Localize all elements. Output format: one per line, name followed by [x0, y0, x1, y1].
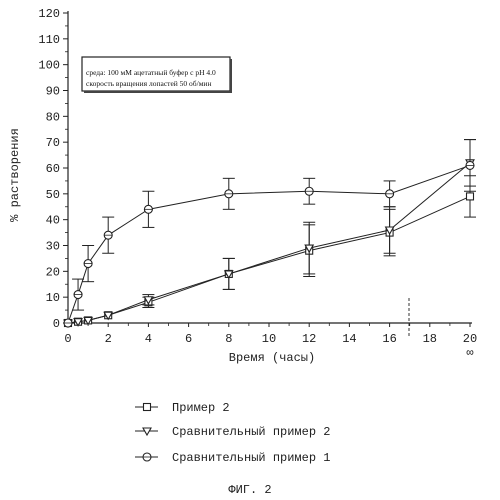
y-tick-label: 80 — [46, 110, 60, 124]
series-line — [68, 165, 470, 323]
x-tick-label: 8 — [225, 332, 232, 346]
y-tick-label: 50 — [46, 188, 60, 202]
y-tick-label: 60 — [46, 162, 60, 176]
legend-item-2: Сравнительный пример 2 — [135, 425, 330, 439]
x-axis-label: Время (часы) — [229, 351, 315, 365]
x-infinity-label: ∞ — [466, 346, 473, 360]
y-tick-label: 0 — [53, 317, 60, 331]
y-tick-label: 70 — [46, 136, 60, 150]
legend-label: Сравнительный пример 2 — [172, 425, 330, 439]
series-2 — [64, 140, 476, 327]
x-tick-label: 0 — [64, 332, 71, 346]
legend-marker — [144, 404, 151, 411]
y-tick-label: 10 — [46, 291, 60, 305]
y-axis-label: % растворения — [8, 128, 22, 222]
x-tick-label: 4 — [145, 332, 152, 346]
annotation-line-2: скорость вращения лопастей 50 об/мин — [86, 79, 211, 88]
y-tick-label: 100 — [38, 59, 60, 73]
series-3 — [64, 140, 476, 327]
series-layer — [64, 140, 476, 327]
legend-item-1: Пример 2 — [135, 401, 230, 415]
x-tick-label: 10 — [262, 332, 276, 346]
y-tick-label: 30 — [46, 240, 60, 254]
annotation-box: среда: 100 мМ ацетатный буфер с pH 4.0 с… — [82, 57, 232, 93]
x-tick-label: 14 — [342, 332, 356, 346]
y-tick-label: 90 — [46, 85, 60, 99]
legend-item-3: Сравнительный пример 1 — [135, 451, 330, 465]
x-tick-label: 16 — [382, 332, 396, 346]
data-point — [467, 193, 474, 200]
y-axis: 0 10 20 30 40 50 60 70 80 90 100 110 120 — [38, 7, 68, 331]
figure-caption: ФИГ. 2 — [228, 483, 271, 497]
series-line — [68, 196, 470, 323]
legend: Пример 2 Сравнительный пример 2 Сравнитель… — [135, 401, 330, 465]
x-tick-label: 2 — [105, 332, 112, 346]
legend-label: Пример 2 — [172, 401, 230, 415]
y-tick-label: 120 — [38, 7, 60, 21]
y-tick-label: 20 — [46, 265, 60, 279]
x-tick-label: 18 — [423, 332, 437, 346]
legend-label: Сравнительный пример 1 — [172, 451, 330, 465]
y-tick-label: 40 — [46, 214, 60, 228]
x-tick-label: 6 — [185, 332, 192, 346]
x-tick-label: 12 — [302, 332, 316, 346]
annotation-line-1: среда: 100 мМ ацетатный буфер с pH 4.0 — [86, 68, 216, 77]
y-tick-label: 110 — [38, 33, 60, 47]
x-tick-label: 20 — [463, 332, 477, 346]
series-1 — [65, 176, 477, 327]
